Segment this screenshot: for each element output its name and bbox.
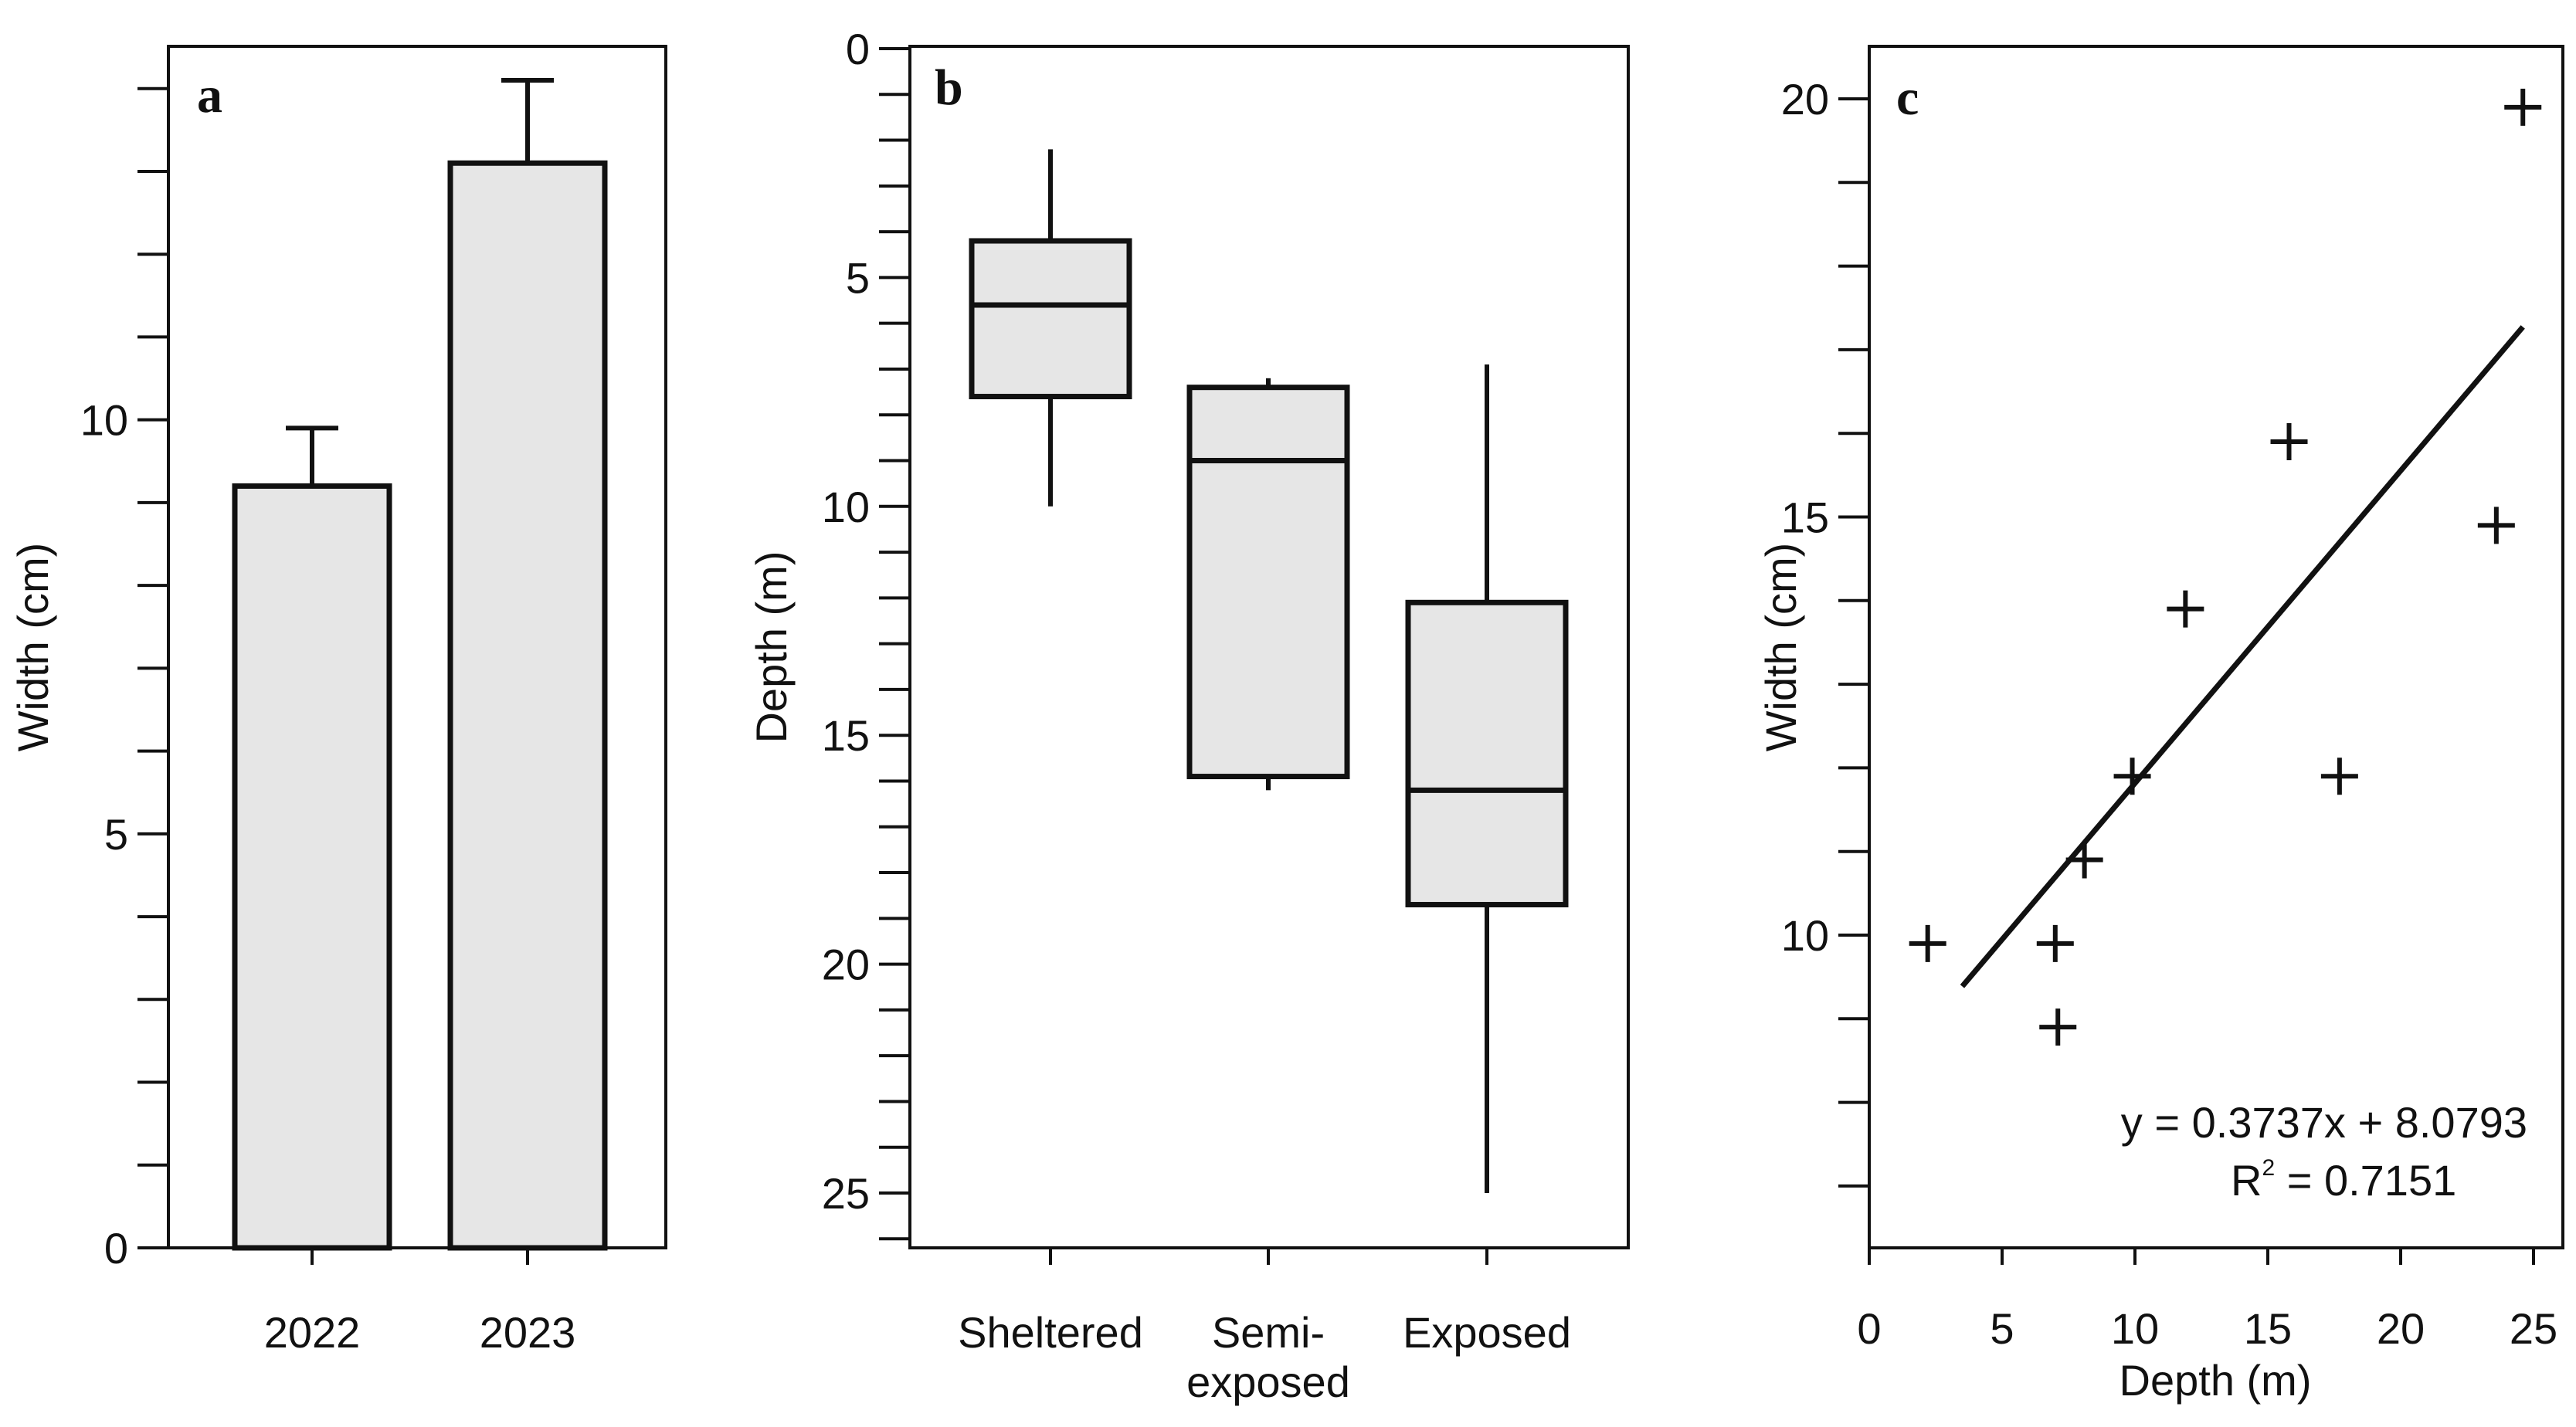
panel-c-letter: c [1896, 69, 1919, 126]
box [1186, 385, 1350, 780]
box [969, 238, 1132, 400]
y-tick-label: 15 [1781, 493, 1829, 542]
x-tick-label: 25 [2510, 1304, 2557, 1353]
y-tick-label: 25 [822, 1169, 870, 1218]
panel-a-letter: a [197, 67, 222, 124]
data-point-marker [2504, 88, 2542, 126]
y-tick-label: 5 [104, 810, 128, 859]
data-point-marker [2065, 841, 2103, 879]
y-tick-label: 0 [846, 25, 870, 73]
y-axis-title: Depth (m) [747, 551, 796, 744]
trendline-equation: y = 0.3737x + 8.0793 [2121, 1098, 2527, 1147]
panel-a-bar-chart: a 0 5 10 Width (cm) 2022 2023 [8, 45, 667, 1357]
data-point-marker [2036, 924, 2074, 962]
x-tick-label: exposed [1186, 1358, 1350, 1406]
x-tick-label: Exposed [1403, 1308, 1571, 1357]
panel-c-scatter-plot: c 10 15 20 0 5 10 15 20 25 Depth (m) Width (cm) y = … [1756, 45, 2564, 1405]
x-axis-title: Depth (m) [2120, 1356, 2312, 1405]
x-tick-label: 20 [2377, 1304, 2425, 1353]
data-point-marker [2167, 590, 2204, 628]
x-tick-label: 0 [1857, 1304, 1881, 1353]
data-point-marker [2477, 507, 2515, 544]
r-squared-value: = 0.7151 [2275, 1156, 2456, 1205]
panel-b-box-plot: b 0 5 10 15 20 25 Depth (m) Sheltered Semi-expose… [747, 25, 1630, 1406]
x-tick-label: 15 [2244, 1304, 2292, 1353]
data-point-marker [2113, 758, 2151, 795]
r-squared-superscript: 2 [2262, 1155, 2275, 1181]
y-tick-label: 10 [1781, 911, 1829, 960]
panel-a-frame [167, 45, 667, 1249]
panel-c-frame [1868, 45, 2564, 1249]
data-point-marker [2320, 758, 2358, 795]
box [1405, 599, 1569, 908]
r-squared-label: R2 = 0.7151 [2231, 1155, 2456, 1205]
trendline [1960, 325, 2525, 988]
bar-2023 [447, 160, 608, 1251]
x-tick-label: Semi- [1212, 1308, 1325, 1357]
y-tick-label: 15 [822, 711, 870, 760]
bar-2022 [232, 483, 392, 1251]
x-tick-label: 10 [2111, 1304, 2159, 1353]
x-tick-label: 2022 [264, 1308, 361, 1357]
y-tick-label: 0 [104, 1224, 128, 1273]
x-tick-label: 2023 [480, 1308, 576, 1357]
y-tick-label: 20 [1781, 75, 1829, 124]
data-point-marker [2039, 1008, 2077, 1046]
data-point-marker [1909, 924, 1946, 962]
y-tick-label: 5 [846, 253, 870, 302]
y-axis-title: Width (cm) [1756, 543, 1805, 752]
x-tick-label: 5 [1990, 1304, 2014, 1353]
r-squared-r: R [2231, 1156, 2262, 1205]
y-tick-label: 10 [80, 396, 128, 445]
x-tick-label: Sheltered [958, 1308, 1143, 1357]
y-tick-label: 20 [822, 941, 870, 989]
data-point-marker [2270, 423, 2308, 461]
y-axis-title: Width (cm) [8, 543, 57, 752]
y-tick-label: 10 [822, 483, 870, 531]
panel-b-letter: b [935, 59, 963, 116]
